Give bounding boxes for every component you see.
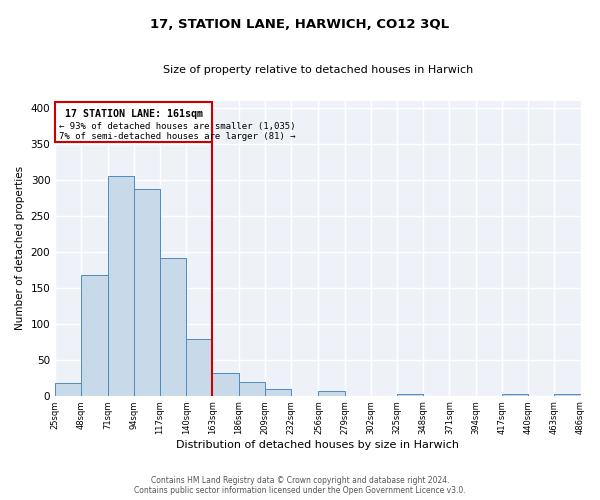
Bar xyxy=(397,394,423,396)
Bar xyxy=(107,176,134,396)
Text: 7% of semi-detached houses are larger (81) →: 7% of semi-detached houses are larger (8… xyxy=(59,132,295,141)
Y-axis label: Number of detached properties: Number of detached properties xyxy=(15,166,25,330)
Bar xyxy=(160,258,186,396)
FancyBboxPatch shape xyxy=(55,102,212,142)
Bar xyxy=(239,382,265,396)
Text: ← 93% of detached houses are smaller (1,035): ← 93% of detached houses are smaller (1,… xyxy=(59,122,295,130)
Title: Size of property relative to detached houses in Harwich: Size of property relative to detached ho… xyxy=(163,65,473,75)
Text: Contains HM Land Registry data © Crown copyright and database right 2024.
Contai: Contains HM Land Registry data © Crown c… xyxy=(134,476,466,495)
X-axis label: Distribution of detached houses by size in Harwich: Distribution of detached houses by size … xyxy=(176,440,460,450)
Bar xyxy=(186,339,212,396)
Bar xyxy=(502,394,528,396)
Bar xyxy=(265,388,291,396)
Bar xyxy=(212,372,239,396)
Bar xyxy=(55,384,82,396)
Text: 17 STATION LANE: 161sqm: 17 STATION LANE: 161sqm xyxy=(65,108,203,118)
Text: 17, STATION LANE, HARWICH, CO12 3QL: 17, STATION LANE, HARWICH, CO12 3QL xyxy=(151,18,449,30)
Bar xyxy=(82,275,107,396)
Bar xyxy=(554,394,581,396)
Bar xyxy=(319,392,344,396)
Bar xyxy=(134,190,160,396)
